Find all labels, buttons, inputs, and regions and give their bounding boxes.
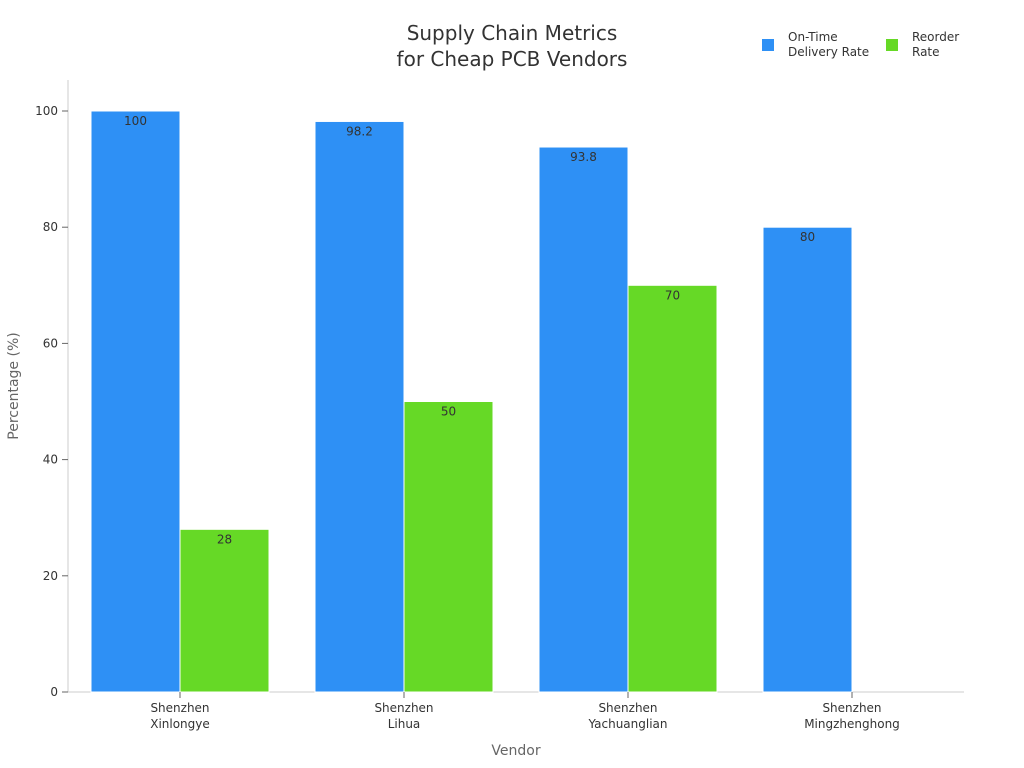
bar-reorder-rate xyxy=(627,284,718,693)
y-tick-label: 60 xyxy=(43,336,58,350)
bar-on-time-delivery xyxy=(90,110,181,693)
y-axis-ticks: 0 20 40 60 80 100 xyxy=(35,104,68,699)
bar-on-time-delivery xyxy=(314,120,405,693)
x-axis-label: Vendor xyxy=(491,743,540,759)
legend-label-on-time-delivery: On-Time Delivery Rate xyxy=(788,30,870,59)
bar-data-label: 80 xyxy=(800,230,815,244)
chart-title-line-2: for Cheap PCB Vendors xyxy=(396,47,628,71)
chart-title-line-1: Supply Chain Metrics xyxy=(406,21,618,45)
chart-legend: On-Time Delivery Rate Reorder Rate xyxy=(762,30,1002,66)
data-labels: 100 28 98.2 50 93.8 70 80 xyxy=(124,114,815,546)
bar-data-label: 70 xyxy=(665,288,680,302)
legend-label-reorder-rate: Reorder Rate xyxy=(912,30,960,59)
bars xyxy=(90,110,853,693)
x-tick-label: Shenzhen Xinlongye xyxy=(150,701,210,731)
bar-data-label: 50 xyxy=(441,405,456,419)
bar-on-time-delivery xyxy=(538,146,629,693)
chart-title: Supply Chain Metrics for Cheap PCB Vendo… xyxy=(312,20,712,72)
legend-item-reorder-rate: Reorder Rate xyxy=(886,30,959,60)
y-tick-label: 80 xyxy=(43,220,58,234)
legend-swatch-reorder-rate xyxy=(886,39,898,51)
x-axis-ticks: Shenzhen Xinlongye Shenzhen Lihua Shenzhen Ya… xyxy=(150,692,900,731)
bar-data-label: 28 xyxy=(217,532,232,546)
y-tick-label: 100 xyxy=(35,104,58,118)
bar-reorder-rate xyxy=(179,528,270,693)
bar-on-time-delivery xyxy=(762,226,853,693)
y-tick-label: 40 xyxy=(43,453,58,467)
x-tick-label: Shenzhen Mingzhenghong xyxy=(804,701,900,731)
y-tick-label: 20 xyxy=(43,569,58,583)
bar-reorder-rate xyxy=(403,401,494,693)
legend-swatch-on-time-delivery xyxy=(762,39,774,51)
bar-data-label: 98.2 xyxy=(346,124,373,138)
x-tick-label: Shenzhen Lihua xyxy=(374,701,433,731)
x-tick-label: Shenzhen Yachuanglian xyxy=(587,701,667,731)
legend-item-on-time-delivery: On-Time Delivery Rate xyxy=(762,30,869,60)
bar-data-label: 93.8 xyxy=(570,150,597,164)
bar-data-label: 100 xyxy=(124,114,147,128)
y-axis-label: Percentage (%) xyxy=(6,332,22,439)
y-tick-label: 0 xyxy=(50,685,58,699)
